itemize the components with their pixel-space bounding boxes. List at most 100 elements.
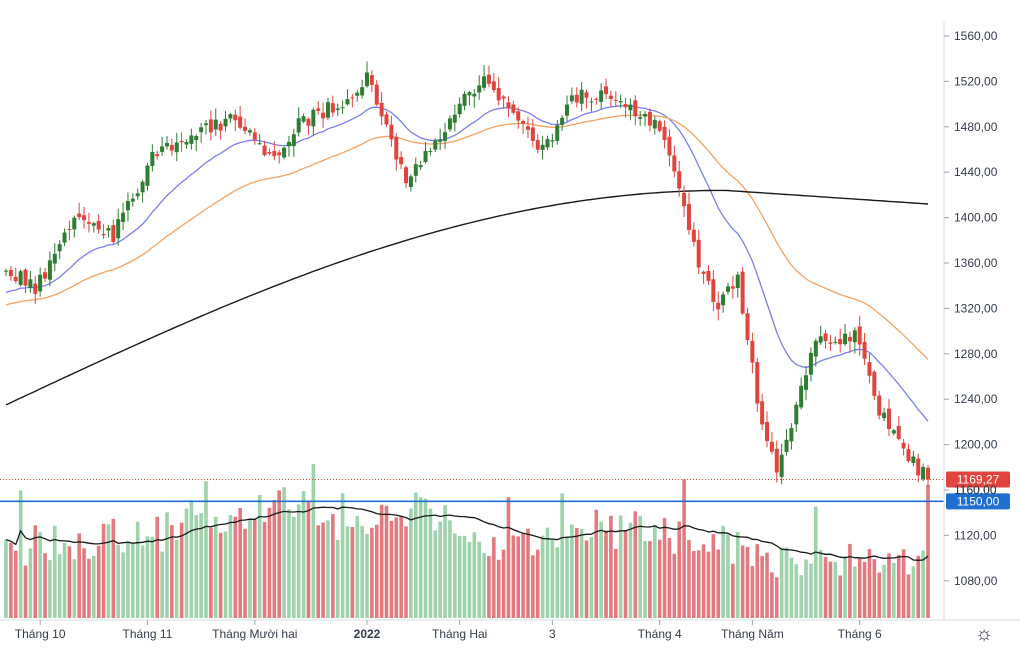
candle-body [677,171,682,189]
candle-body [452,114,457,123]
volume-bar [618,515,623,618]
y-tick-label: 1080,00 [954,574,998,588]
settings-gear-icon[interactable]: ☼ [974,623,994,645]
volume-bar [443,505,447,618]
candle-body [272,151,277,157]
candle-body [843,333,848,345]
volume-bar [252,519,257,618]
volume-bar [428,508,433,618]
candle-body [121,212,126,222]
volume-bar [482,552,486,618]
candle-body [457,103,462,115]
x-tick-label: Tháng 10 [15,627,66,641]
volume-bar [301,491,306,618]
candle-body [686,204,691,231]
y-tick-label: 1280,00 [954,347,998,361]
candle-body [774,448,779,473]
volume-bar [657,539,662,618]
volume-bar [174,539,179,618]
candle-body [565,104,570,116]
volume-bar [438,521,442,618]
candle-body [467,92,472,96]
candle-body [164,142,169,147]
candle-body [330,103,335,113]
volume-bar [887,553,891,618]
volume-bar [360,526,364,618]
candle-body [891,430,896,434]
volume-bar [545,527,550,618]
candle-body [306,118,311,126]
candle-body [623,104,628,108]
candle-body [574,94,579,103]
candle-body [228,114,233,119]
volume-bar [131,543,135,618]
volume-bar [696,550,701,618]
volume-bar [331,514,335,618]
volume-bar [589,537,594,618]
volume-bar [448,520,452,618]
candle-body [145,165,150,186]
volume-bar [599,521,603,618]
candle-body [530,127,535,141]
volume-bar [857,557,862,618]
candle-body [296,118,301,133]
candle-body [18,271,23,285]
candle-body [599,90,604,102]
volume-bar [111,518,116,618]
volume-bar [926,484,930,618]
candle-body [691,229,696,242]
candle-body [364,72,369,87]
volume-bar [677,521,682,618]
volume-bar [184,508,189,618]
candle-body [877,395,882,416]
volume-bar [321,522,325,618]
candle-body [696,239,701,268]
volume-bar [199,513,203,618]
volume-bars [4,464,930,618]
volume-bar [72,559,77,618]
candle-body [662,126,667,141]
candle-body [291,134,296,147]
volume-bar [838,575,842,618]
x-tick-label: Tháng 6 [838,627,882,641]
volume-bar [560,493,564,618]
volume-bar [13,550,18,618]
candle-body [96,220,101,230]
volume-bar [896,554,901,618]
volume-bar [77,533,81,618]
volume-bar [467,541,472,618]
candle-body [301,116,306,122]
candle-body [916,458,921,476]
volume-bar [882,564,886,618]
volume-bar [843,556,847,618]
volume-bar [57,554,62,618]
candle-body [179,140,184,143]
candle-body [8,270,13,277]
candle-body [633,100,638,117]
candle-body [116,219,121,239]
candle-body [804,375,809,390]
candle-body [711,279,716,302]
volume-bar [370,527,374,618]
candle-body [218,123,223,131]
candle-body [525,126,530,130]
candle-body [808,352,813,375]
candle-body [521,121,526,124]
volume-bar [570,524,574,618]
y-tick-label: 1240,00 [954,392,998,406]
candle-body [433,140,438,150]
candle-body [618,101,623,103]
candle-body [550,140,555,142]
volume-bar [653,524,657,618]
y-tick-label: 1320,00 [954,301,998,315]
candle-body [857,326,862,345]
candle-body [740,271,745,314]
support-label: 1150,00 [957,494,1000,508]
volume-bar [160,551,164,618]
candle-body [345,99,350,105]
candle-body [101,233,106,236]
candle-body [462,93,467,106]
candle-body [252,132,257,140]
